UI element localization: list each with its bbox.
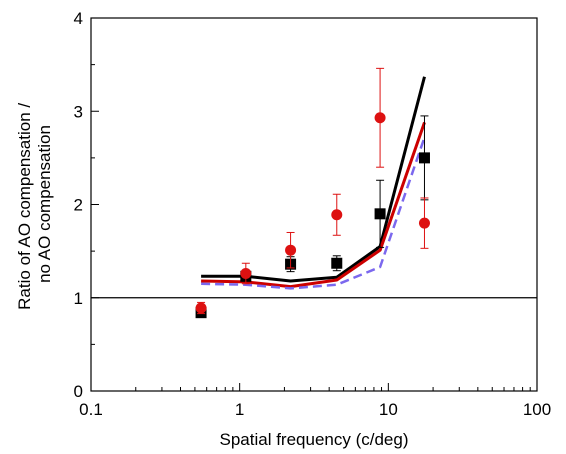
series-line-2 [201, 121, 426, 289]
data-point-circle [195, 302, 207, 314]
plot-frame [90, 17, 538, 392]
data-point-circle [285, 244, 297, 256]
x-tick-label: 1 [235, 400, 244, 419]
y-axis-title-line-1: Ratio of AO compensation / [15, 103, 34, 310]
x-tick-label: 100 [523, 400, 551, 419]
data-point-circle [418, 217, 430, 229]
y-tick-label: 3 [74, 102, 83, 121]
y-axis-title-line-2: no AO compensation [35, 125, 54, 283]
x-tick-label: 0.1 [79, 400, 103, 419]
x-axis-title: Spatial frequency (c/deg) [220, 430, 409, 449]
y-tick-label: 2 [74, 196, 83, 215]
data-point-square [418, 152, 430, 164]
y-tick-label: 0 [74, 382, 83, 401]
data-point-circle [374, 112, 386, 124]
series-lines [201, 76, 426, 290]
series-line-3 [201, 136, 426, 290]
series-points [195, 67, 430, 319]
y-axis-title: Ratio of AO compensation / no AO compens… [15, 98, 54, 310]
y-tick-label: 1 [74, 289, 83, 308]
data-point-circle [240, 268, 252, 280]
series-line-1 [201, 76, 426, 283]
data-point-square [331, 257, 343, 269]
data-point-square [374, 208, 386, 220]
x-tick-label: 10 [379, 400, 398, 419]
data-point-circle [331, 209, 343, 221]
axis-ticks: 0.1 1 10 100 0 1 2 3 4 [74, 9, 552, 419]
y-tick-label: 4 [74, 9, 83, 28]
